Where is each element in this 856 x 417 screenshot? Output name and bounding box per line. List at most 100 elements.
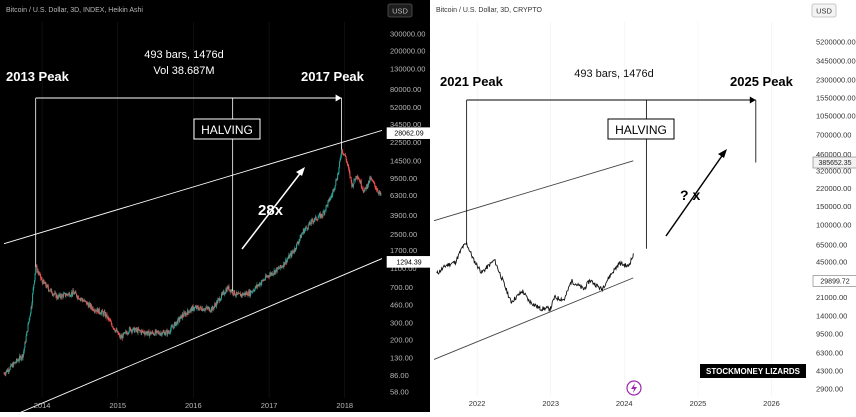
candle <box>310 219 312 226</box>
candle <box>203 309 205 311</box>
right-price-line <box>436 242 634 313</box>
candle <box>322 210 324 218</box>
candle <box>369 175 371 184</box>
candle <box>353 178 355 185</box>
candle <box>345 152 347 158</box>
candle <box>346 161 348 167</box>
y-tick-label: 1550000.00 <box>816 94 856 103</box>
candle <box>285 259 287 266</box>
candle <box>314 217 316 223</box>
candle <box>358 177 360 180</box>
candle <box>67 293 69 297</box>
candle <box>12 361 14 368</box>
candle <box>151 330 153 334</box>
left-usd-button[interactable]: USD <box>387 3 413 18</box>
y-tick-label: 320000.00 <box>816 167 851 176</box>
candle <box>339 157 341 163</box>
candle <box>117 329 119 333</box>
candle <box>368 180 370 183</box>
candle <box>344 153 346 156</box>
candle <box>94 309 96 314</box>
candle <box>313 218 315 223</box>
candle <box>167 330 169 334</box>
candle <box>160 331 162 337</box>
candle <box>46 283 48 289</box>
candle <box>210 306 212 313</box>
right-halving-label: HALVING <box>615 123 667 137</box>
candle <box>71 292 73 297</box>
candle <box>301 232 303 236</box>
candle <box>300 233 302 239</box>
candle <box>258 282 260 287</box>
candle <box>256 282 258 290</box>
candle <box>236 292 238 296</box>
right-symbol-title: Bitcoin / U.S. Dollar, 3D, CRYPTO <box>436 7 542 14</box>
candle <box>164 332 166 336</box>
candle <box>103 309 105 313</box>
candle <box>242 292 244 296</box>
candle <box>250 291 252 293</box>
candle <box>267 274 269 278</box>
candle <box>321 213 323 218</box>
candle <box>290 250 292 256</box>
candle <box>229 289 231 295</box>
candle <box>367 184 369 190</box>
candle <box>17 358 19 362</box>
candle <box>79 298 81 300</box>
tv-logo-icon[interactable] <box>626 380 642 396</box>
candle <box>342 153 344 156</box>
candle <box>185 310 187 317</box>
candle <box>337 172 339 176</box>
candle <box>194 305 196 309</box>
candle <box>352 183 354 188</box>
y-tick-label: 100000.00 <box>816 221 851 230</box>
candle <box>299 238 301 244</box>
candle <box>19 354 21 358</box>
candle <box>66 292 68 296</box>
right-growth-arrowhead <box>718 149 727 158</box>
candle <box>362 187 364 192</box>
candle <box>261 279 263 286</box>
right-peak-label-2025: 2025 Peak <box>730 74 794 89</box>
candle <box>328 198 330 202</box>
right-brand-badge: STOCKMONEY LIZARDS <box>700 364 806 378</box>
candle <box>300 233 302 239</box>
candle <box>234 290 236 296</box>
y-tick-label: 22500.00 <box>390 138 421 147</box>
candle <box>152 330 154 335</box>
candle <box>73 290 75 295</box>
candle <box>235 292 237 298</box>
candle <box>85 301 87 306</box>
candle <box>171 324 173 328</box>
candle <box>67 293 69 297</box>
y-tick-label: 80000.00 <box>390 85 421 94</box>
y-tick-label: 14500.00 <box>390 156 421 165</box>
candle <box>165 329 167 332</box>
candle <box>77 295 79 299</box>
candle <box>10 363 12 368</box>
candle <box>21 354 23 361</box>
candle <box>84 298 86 302</box>
left-annotations <box>35 94 343 291</box>
candle <box>202 305 204 312</box>
candle <box>146 330 148 337</box>
x-tick-label: 2018 <box>336 401 353 410</box>
candle <box>308 224 310 226</box>
candle <box>345 155 347 163</box>
candle <box>59 292 61 299</box>
candle <box>60 295 62 301</box>
candle <box>193 307 195 312</box>
left-volume-info: Vol 38.687M <box>153 65 214 77</box>
candle <box>280 266 282 269</box>
candle <box>208 306 210 310</box>
candle <box>31 301 33 310</box>
right-usd-button[interactable]: USD <box>811 3 837 18</box>
candle <box>72 288 74 293</box>
candle <box>370 175 372 182</box>
candle <box>361 184 363 190</box>
candle <box>30 305 32 310</box>
candle <box>59 292 61 297</box>
candle <box>243 293 245 296</box>
candle <box>333 188 335 193</box>
candle <box>15 360 17 365</box>
